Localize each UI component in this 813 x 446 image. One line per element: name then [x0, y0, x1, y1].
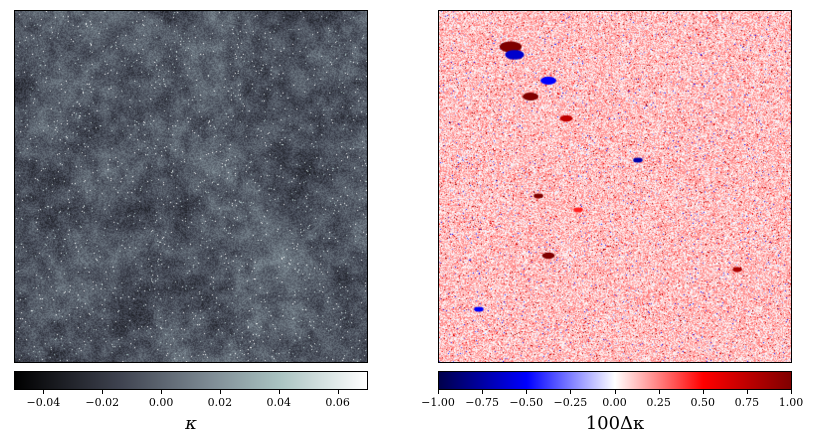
colorbar-tick-label: 0.04 — [266, 396, 292, 409]
colorbar-tick-label: 0.02 — [207, 396, 233, 409]
colorbar-tick — [438, 390, 439, 394]
residual-map — [438, 10, 792, 363]
colorbar-tick — [220, 390, 221, 394]
colorbar-tick-label: −0.50 — [509, 396, 544, 409]
colorbar-tick — [482, 390, 483, 394]
colorbar-tick — [747, 390, 748, 394]
colorbar-tick-label: 0.06 — [325, 396, 350, 409]
colorbar-tick — [570, 390, 571, 394]
colorbar-tick-label: 0.00 — [602, 396, 627, 409]
colorbar-tick — [279, 390, 280, 394]
colorbar-label-residual: 100Δκ — [585, 413, 645, 434]
colorbar-residual — [438, 371, 792, 390]
colorbar-label-kappa: κ — [185, 413, 197, 434]
colorbar-tick — [659, 390, 660, 394]
colorbar-tick-label: 0.50 — [690, 396, 716, 409]
colorbar-tick-label: −1.00 — [421, 396, 455, 409]
colorbar-tick — [615, 390, 616, 394]
colorbar-tick — [526, 390, 527, 394]
colorbar-tick — [338, 390, 339, 394]
colorbar-tick-label: 0.75 — [734, 396, 760, 409]
colorbar-tick-label: 0.25 — [646, 396, 671, 409]
colorbar-tick-label: −0.75 — [465, 396, 499, 409]
colorbar-tick-label: −0.02 — [85, 396, 120, 409]
colorbar-tick — [43, 390, 44, 394]
colorbar-tick-label: 1.00 — [778, 396, 804, 409]
colorbar-tick — [161, 390, 162, 394]
colorbar-kappa — [14, 371, 368, 390]
colorbar-tick-label: −0.04 — [26, 396, 61, 409]
colorbar-tick — [791, 390, 792, 394]
colorbar-tick-label: −0.25 — [553, 396, 588, 409]
colorbar-tick-label: 0.00 — [148, 396, 174, 409]
colorbar-tick — [102, 390, 103, 394]
colorbar-tick — [703, 390, 704, 394]
convergence-map — [14, 10, 368, 363]
